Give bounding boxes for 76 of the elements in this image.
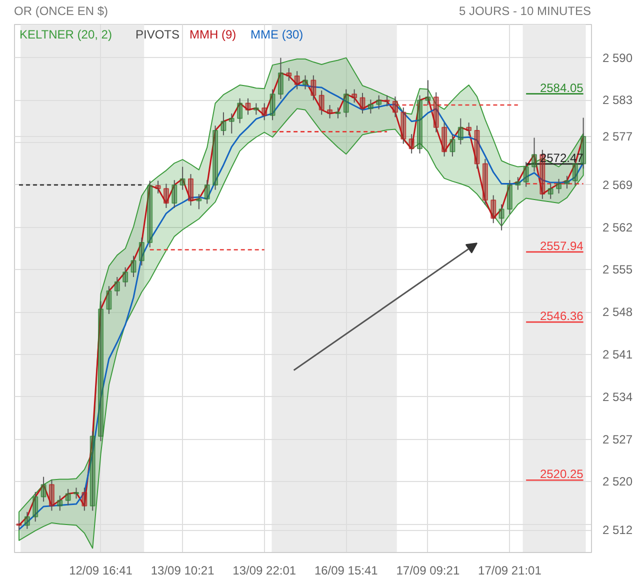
annotation: PIVOTS xyxy=(136,28,180,42)
annotation: 2557.94 xyxy=(540,238,584,253)
y-tick-label: 2 512 xyxy=(602,523,633,538)
candlestick xyxy=(163,183,169,208)
candlestick xyxy=(302,74,308,90)
candlestick xyxy=(490,194,496,224)
chart-subtitle: 5 JOURS - 10 MINUTES xyxy=(458,3,591,20)
y-tick-label: 2 569 xyxy=(602,178,633,192)
candlestick xyxy=(147,180,153,248)
candlestick xyxy=(335,106,341,119)
candlestick xyxy=(155,180,161,194)
candlestick xyxy=(474,125,480,170)
y-tick-label: 2 527 xyxy=(602,432,633,446)
x-tick-label: 12/09 16:41 xyxy=(69,564,133,578)
candlestick xyxy=(523,161,529,188)
annotation: 2520.25 xyxy=(540,467,584,482)
candlestick xyxy=(450,134,456,157)
annotation: 2584.05 xyxy=(540,80,584,95)
y-tick-label: 2 562 xyxy=(602,220,633,234)
candlestick xyxy=(376,94,382,110)
annotation: 2546.36 xyxy=(540,309,584,324)
x-tick-label: 13/09 10:21 xyxy=(150,564,215,578)
chart-title: OR (ONCE EN $) xyxy=(14,3,108,20)
candlestick xyxy=(245,98,251,116)
candlestick xyxy=(352,88,358,104)
candlestick xyxy=(172,180,178,208)
candlestick xyxy=(417,94,422,154)
candlestick xyxy=(228,113,234,134)
candlestick xyxy=(318,90,324,116)
candlestick xyxy=(212,125,218,190)
candlestick xyxy=(482,158,488,206)
candlestick xyxy=(433,92,439,133)
y-tick-label: 2 520 xyxy=(602,474,633,489)
y-tick-label: 2 534 xyxy=(602,390,633,404)
x-tick-label: 17/09 21:01 xyxy=(478,564,542,578)
candlestick xyxy=(425,80,431,106)
candlestick xyxy=(327,104,333,119)
candlestick xyxy=(196,194,202,210)
candlestick xyxy=(556,178,562,194)
candlestick xyxy=(400,106,406,144)
candlestick xyxy=(262,102,268,121)
candlestick xyxy=(343,88,349,118)
x-tick-label: 13/09 22:01 xyxy=(232,564,296,578)
candlestick xyxy=(548,183,554,200)
text: MME (30) xyxy=(250,28,304,42)
candlestick xyxy=(220,112,226,136)
candlestick xyxy=(458,118,464,145)
candlestick xyxy=(253,102,259,116)
candlestick xyxy=(188,174,194,206)
candlestick xyxy=(392,96,398,118)
candlestick xyxy=(384,94,390,107)
candlestick xyxy=(498,204,504,231)
y-tick-label: 2 583 xyxy=(602,93,633,108)
y-tick-label: 2 555 xyxy=(602,262,633,277)
candlestick xyxy=(564,175,570,190)
candlestick xyxy=(237,98,243,124)
y-tick-label: 2 548 xyxy=(602,305,633,320)
candlestick xyxy=(532,137,537,172)
y-tick-label: 2 577 xyxy=(602,130,633,144)
candlestick xyxy=(204,180,210,204)
legend-label: KELTNER (20, 2) xyxy=(20,28,112,42)
candlestick xyxy=(506,180,512,215)
candlestick xyxy=(180,166,186,190)
y-tick-label: 2 590 xyxy=(602,50,633,65)
candlestick xyxy=(368,99,374,114)
candlestick xyxy=(270,88,276,121)
candlestick xyxy=(515,176,521,190)
x-tick-label: 16/09 15:41 xyxy=(314,564,378,578)
candlestick xyxy=(408,134,414,154)
x-tick-label: 17/09 09:21 xyxy=(396,564,460,578)
candlestick xyxy=(466,122,472,136)
y-tick-label: 2 541 xyxy=(602,348,633,362)
candlestick xyxy=(310,74,316,101)
text: MMH (9) xyxy=(190,28,236,42)
candlestick xyxy=(442,122,448,157)
candlestick xyxy=(278,57,284,100)
